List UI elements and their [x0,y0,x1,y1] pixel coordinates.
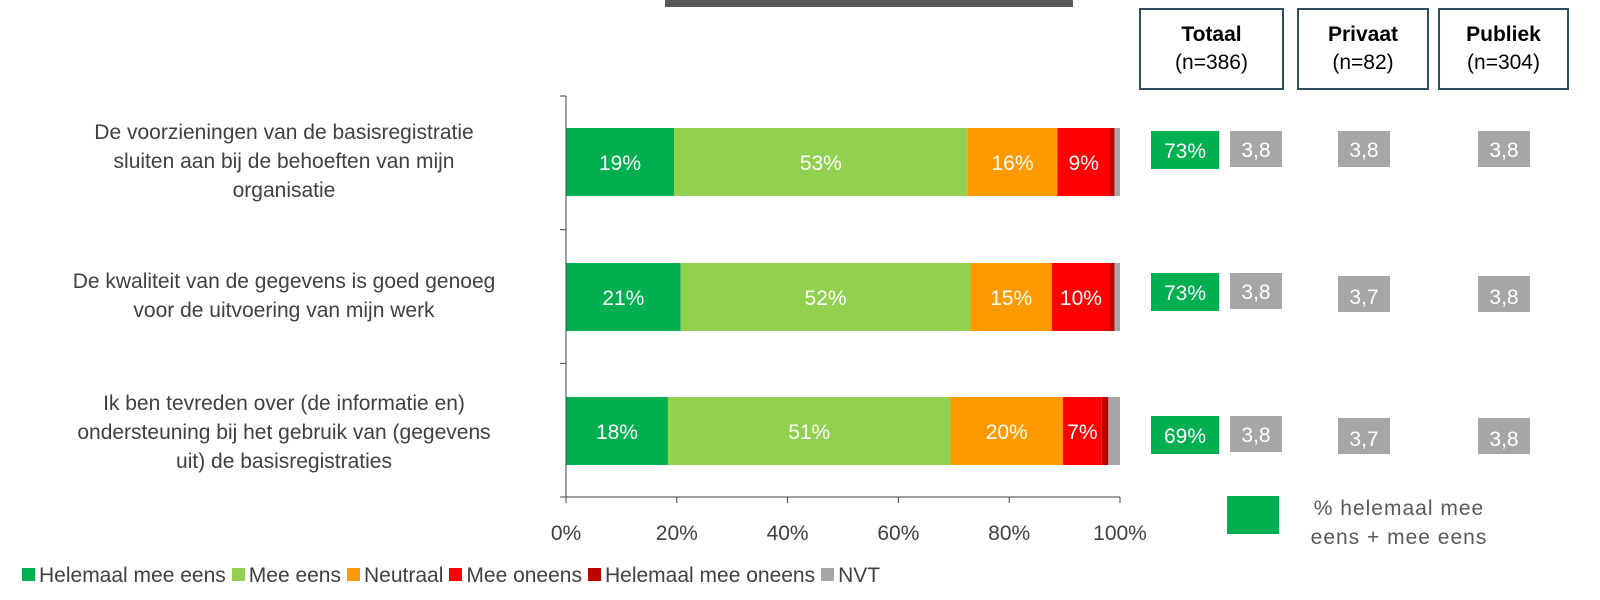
header-publiek-title: Publiek [1466,23,1541,46]
x-tick-label: 80% [988,522,1030,545]
data-label: 19% [599,152,641,175]
bar-segment [1062,397,1102,465]
legend-label: Neutraal [364,564,444,587]
header-totaal-n: (n=386) [1175,51,1248,74]
bar-segment [680,263,971,331]
bar-segment [1051,263,1111,331]
bar-segment [1114,263,1120,331]
header-privaat: Privaat (n=82) [1297,8,1429,90]
data-label: 10% [1060,287,1102,310]
legend-label: Mee oneens [466,564,582,587]
data-label: 7% [1067,421,1097,444]
legend-item: Helemaal mee eens [22,564,226,588]
score-privaat-3: 3,7 [1338,418,1390,454]
bar-segment [1110,263,1115,331]
data-label: 51% [788,421,830,444]
legend-label: Helemaal mee oneens [604,564,816,587]
bar-segment [1108,397,1120,465]
legend-swatch [587,568,601,581]
top-decorative-bar [665,0,1073,7]
legend-item: NVT [821,564,880,588]
bar-segment [967,128,1058,196]
legend-item: Mee eens [231,564,341,588]
key-label: % helemaal mee eens + mee eens [1310,497,1488,549]
bar-segment [566,397,668,465]
legend-label: Mee eens [248,564,341,587]
score-totaal-2: 3,8 [1230,273,1282,309]
data-label: 20% [986,421,1028,444]
bar-segment [1110,128,1115,196]
x-tick-label: 40% [767,522,809,545]
bar-segment [674,128,968,196]
key-swatch [1227,496,1279,534]
data-label: 9% [1069,152,1099,175]
score-publiek-3: 3,8 [1478,418,1530,454]
legend-label: NVT [838,564,881,587]
legend: Helemaal mee eens Mee eens Neutraal Mee one… [22,564,886,588]
data-label: 52% [805,287,847,310]
legend-swatch [347,568,360,581]
header-totaal: Totaal (n=386) [1139,8,1284,90]
legend-label: Helemaal mee eens [39,564,226,587]
legend-item: Mee oneens [449,564,582,588]
legend-item: Neutraal [347,564,443,588]
header-publiek-n: (n=304) [1467,51,1540,74]
category-label-3: Ik ben tevreden over (de informatie en) … [77,392,491,473]
legend-item: Helemaal mee oneens [587,564,816,588]
bar-segment [950,397,1063,465]
bar-segment [1101,397,1109,465]
legend-swatch [231,568,245,581]
data-label: 21% [602,287,644,310]
bar-segment [566,263,681,331]
score-totaal-1: 3,8 [1230,131,1282,167]
agree-pct-3: 69% [1151,416,1219,454]
category-label-1: De voorzieningen van de basisregistratie… [94,121,474,202]
header-privaat-n: (n=82) [1332,51,1394,74]
data-label: 16% [992,152,1034,175]
score-privaat-1: 3,8 [1338,131,1390,167]
legend-swatch [449,568,463,581]
x-tick-label: 0% [551,522,581,545]
bar-segment [566,128,675,196]
header-totaal-title: Totaal [1181,23,1242,46]
x-tick-label: 100% [1093,522,1147,545]
agree-pct-1: 73% [1151,131,1219,169]
score-publiek-1: 3,8 [1478,131,1530,167]
score-totaal-3: 3,8 [1230,416,1282,452]
header-publiek: Publiek (n=304) [1438,8,1569,90]
data-label: 53% [800,152,842,175]
x-tick-label: 60% [877,522,919,545]
category-label-2: De kwaliteit van de gegevens is goed gen… [72,270,496,322]
x-tick-label: 20% [656,522,698,545]
header-privaat-title: Privaat [1327,23,1399,46]
score-publiek-2: 3,8 [1478,276,1530,312]
data-label: 18% [596,421,638,444]
score-privaat-2: 3,7 [1338,276,1390,312]
bar-segment [667,397,951,465]
bar-segment [1057,128,1111,196]
bar-segment [1114,128,1120,196]
agree-pct-2: 73% [1151,273,1219,311]
legend-swatch [821,568,835,581]
legend-swatch [22,568,35,581]
bar-segment [970,263,1052,331]
data-label: 15% [990,287,1032,310]
